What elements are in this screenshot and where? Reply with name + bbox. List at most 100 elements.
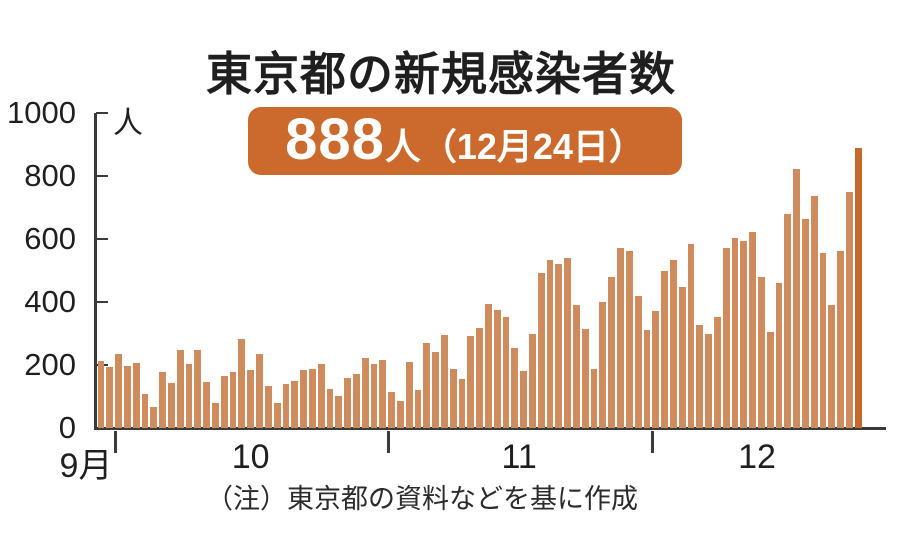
bar bbox=[220, 375, 228, 428]
bar bbox=[458, 378, 466, 428]
bar bbox=[379, 360, 387, 428]
highlight-badge: 888人（12月24日） bbox=[248, 107, 682, 175]
bar bbox=[546, 259, 554, 428]
y-axis-unit: 人 bbox=[113, 107, 143, 140]
bar bbox=[520, 371, 528, 428]
bar bbox=[705, 333, 712, 428]
month-label: 10 bbox=[231, 438, 270, 476]
month-label: 12 bbox=[738, 438, 776, 476]
bar bbox=[361, 358, 369, 428]
bar bbox=[440, 335, 448, 428]
bar bbox=[176, 349, 184, 428]
bar bbox=[801, 218, 809, 428]
bar bbox=[608, 276, 616, 428]
bar bbox=[370, 363, 378, 428]
bar bbox=[643, 330, 651, 428]
bar bbox=[203, 382, 211, 428]
badge-value: 888 bbox=[285, 107, 385, 172]
y-tick-label: 800 bbox=[24, 158, 76, 193]
bar bbox=[617, 248, 624, 428]
y-axis-line bbox=[94, 113, 97, 428]
bar bbox=[669, 260, 677, 428]
bar bbox=[846, 192, 853, 428]
y-tick-mark bbox=[96, 111, 108, 115]
bar bbox=[308, 369, 316, 428]
y-tick-label: 1000 bbox=[7, 95, 76, 130]
bar bbox=[317, 364, 325, 428]
bar bbox=[256, 354, 263, 428]
bar bbox=[282, 384, 290, 428]
bar bbox=[564, 258, 572, 428]
bar bbox=[106, 366, 114, 428]
bar bbox=[555, 263, 563, 428]
x-axis-line bbox=[94, 427, 886, 430]
bar bbox=[529, 334, 536, 428]
y-tick-mark bbox=[96, 174, 108, 178]
bar bbox=[247, 370, 255, 428]
bar bbox=[740, 240, 748, 428]
bar bbox=[344, 378, 351, 428]
source-note: （注）東京都の資料などを基に作成 bbox=[206, 484, 638, 514]
y-tick-label: 200 bbox=[24, 347, 76, 382]
bar bbox=[819, 252, 827, 428]
bar bbox=[388, 391, 395, 428]
bar bbox=[212, 403, 219, 428]
bar bbox=[661, 270, 668, 428]
bar bbox=[291, 380, 299, 429]
bar bbox=[352, 374, 360, 428]
bar bbox=[405, 362, 413, 428]
bar bbox=[652, 310, 660, 428]
bar bbox=[132, 362, 140, 428]
bar bbox=[731, 238, 739, 428]
bar bbox=[590, 369, 598, 428]
bar-highlight bbox=[854, 148, 862, 428]
y-tick-label: 600 bbox=[24, 221, 76, 256]
bar bbox=[485, 304, 492, 428]
month-label: 11 bbox=[501, 438, 537, 476]
bar bbox=[185, 364, 193, 428]
bar bbox=[511, 347, 519, 428]
bar bbox=[784, 214, 792, 428]
bar bbox=[97, 361, 105, 428]
bar bbox=[837, 250, 845, 428]
bar bbox=[713, 317, 721, 428]
bar bbox=[194, 349, 202, 428]
y-tick-mark bbox=[96, 237, 108, 241]
bar bbox=[810, 196, 818, 428]
bar bbox=[502, 317, 510, 428]
bar bbox=[335, 395, 343, 428]
month-tick-mark bbox=[387, 431, 390, 453]
bar bbox=[722, 247, 730, 428]
bar bbox=[749, 232, 756, 428]
bar bbox=[493, 310, 501, 428]
bar bbox=[687, 244, 695, 428]
y-tick-mark bbox=[96, 300, 108, 304]
bar bbox=[678, 286, 686, 428]
bar bbox=[115, 354, 123, 428]
month-label: 9月 bbox=[59, 447, 113, 485]
y-tick-label: 0 bbox=[58, 410, 76, 445]
bar bbox=[229, 372, 237, 428]
month-tick-mark bbox=[651, 431, 654, 453]
y-tick-label: 400 bbox=[24, 284, 76, 319]
bar bbox=[238, 338, 246, 428]
bar bbox=[537, 272, 545, 428]
bar bbox=[124, 366, 131, 428]
bar bbox=[432, 351, 439, 428]
bar bbox=[159, 372, 167, 428]
bar bbox=[634, 296, 642, 428]
bar bbox=[775, 283, 783, 428]
bar bbox=[326, 388, 334, 428]
bar bbox=[625, 251, 633, 428]
bar bbox=[150, 407, 158, 428]
bar bbox=[793, 169, 800, 428]
bar bbox=[423, 343, 431, 428]
bar bbox=[264, 386, 272, 428]
bar bbox=[757, 276, 765, 428]
page-title: 東京都の新規感染者数 bbox=[206, 48, 676, 100]
bar bbox=[581, 329, 589, 428]
month-tick-mark bbox=[114, 431, 117, 453]
bar bbox=[168, 383, 175, 428]
bar bbox=[396, 400, 404, 428]
